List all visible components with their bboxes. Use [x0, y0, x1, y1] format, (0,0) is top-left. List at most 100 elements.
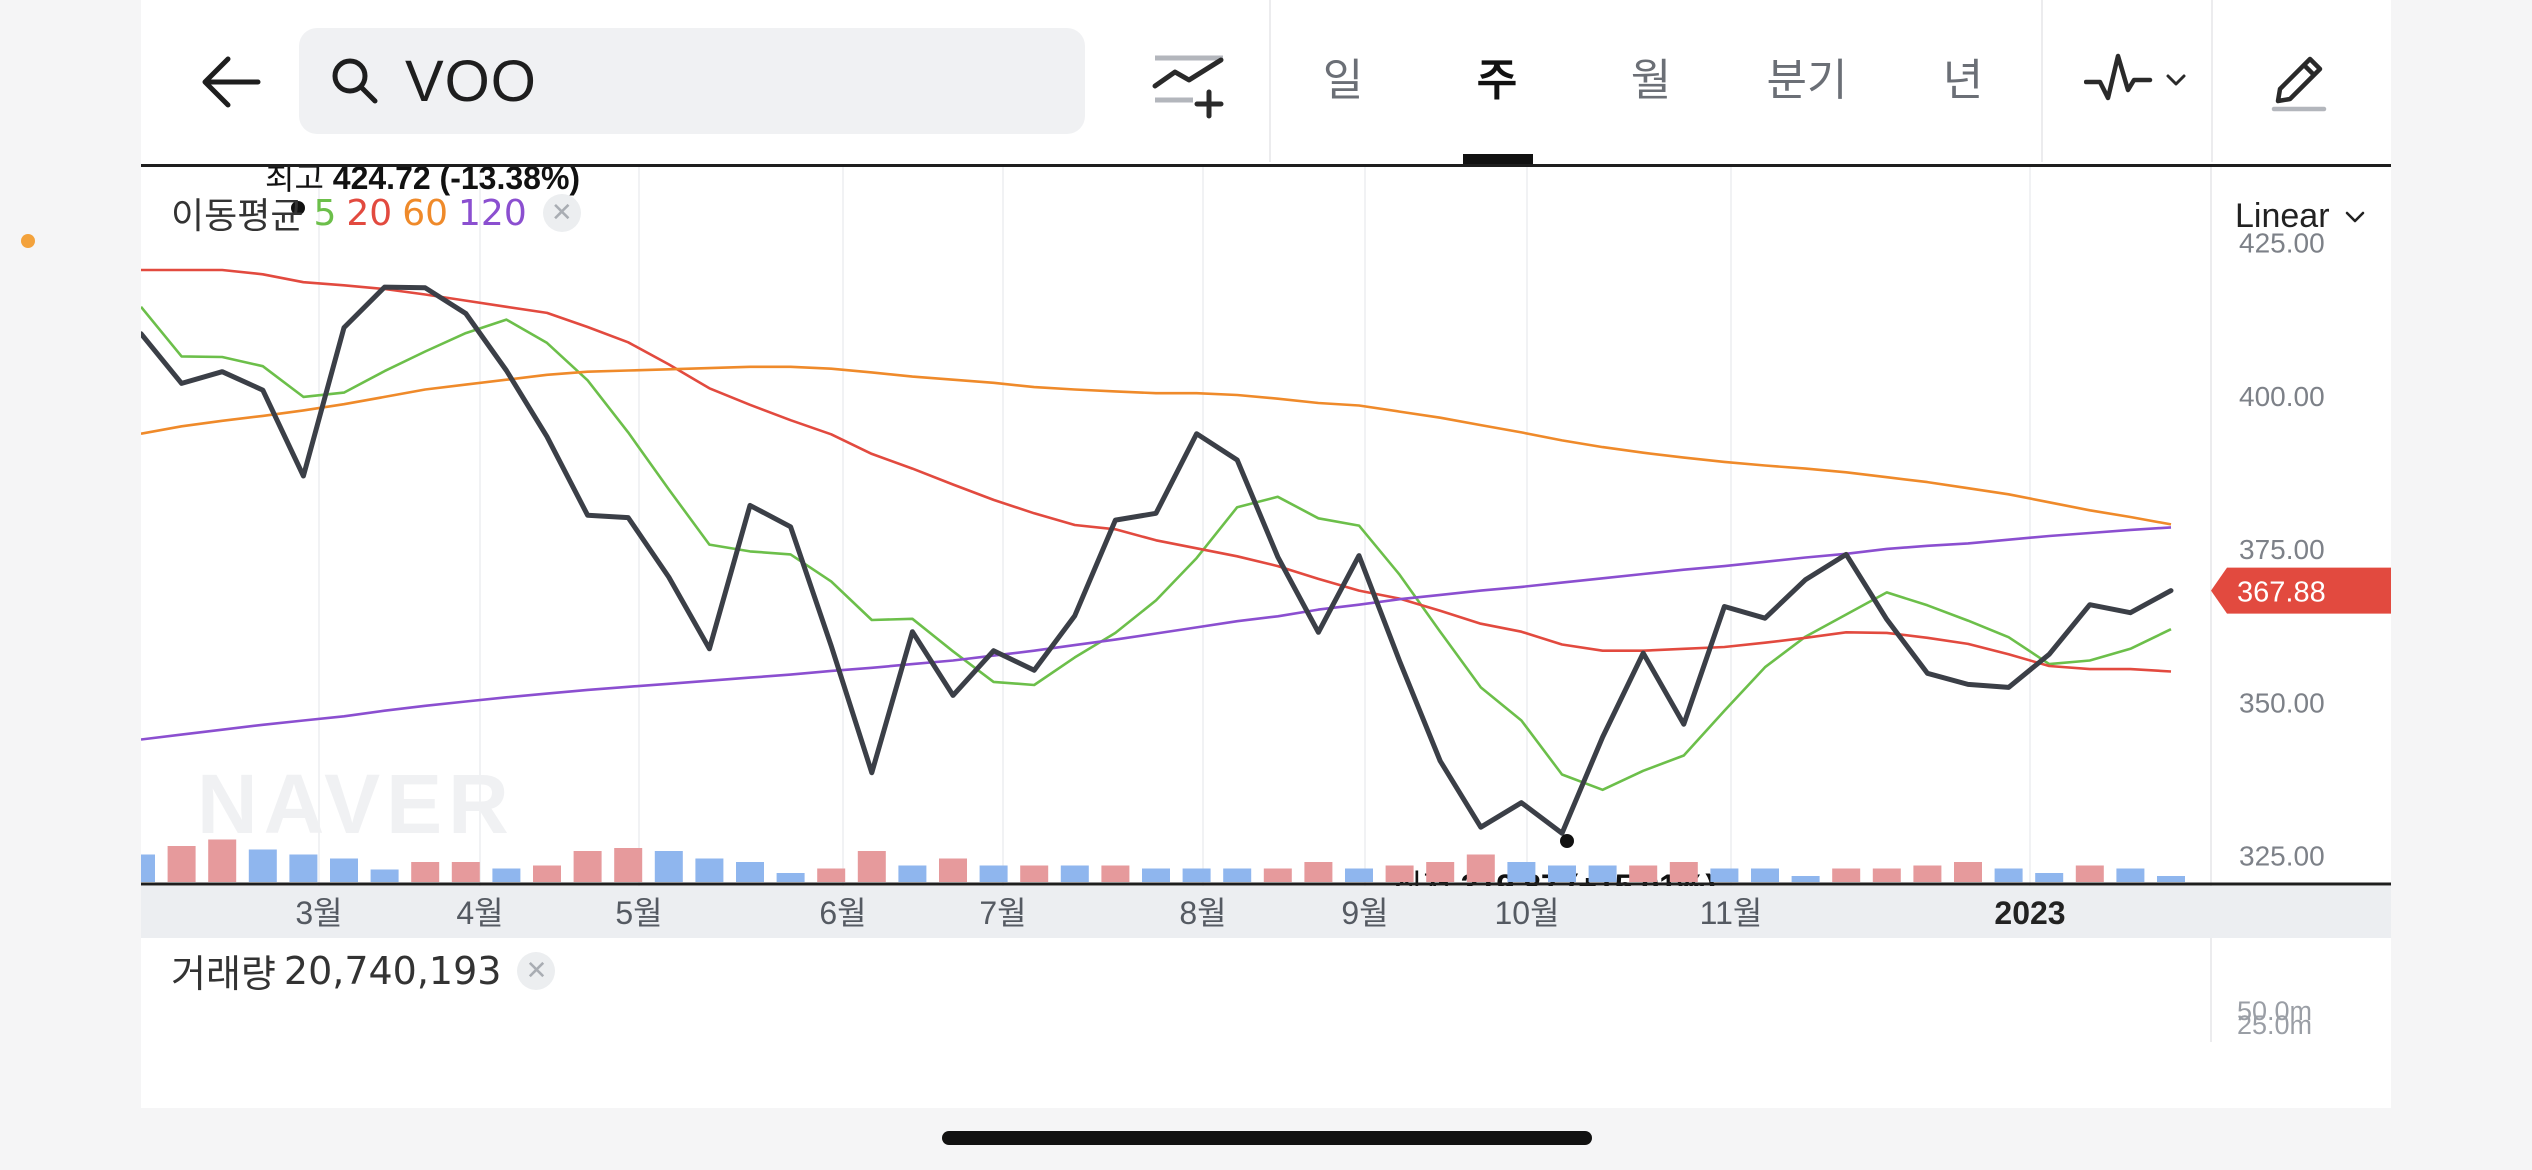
- chevron-down-icon: [2345, 211, 2364, 222]
- moving-average-legend: 이동평균 5 20 60 120 ✕: [171, 187, 581, 239]
- x-axis-tick-label: 11월: [1700, 895, 1763, 931]
- ma-period-60: 60: [402, 192, 449, 234]
- search-icon: [327, 53, 383, 109]
- tab-period-day[interactable]: 일: [1322, 55, 1364, 106]
- volume-bar: [736, 862, 764, 882]
- volume-bar: [1060, 865, 1089, 882]
- moving-average-line-120: [140, 526, 2172, 741]
- volume-bar: [127, 854, 155, 882]
- remove-moving-average-button[interactable]: ✕: [542, 194, 581, 232]
- chart-canvas: NAVER 최고 424.72 (-13.38%)최저 319.87 (+15.…: [127, 160, 2391, 1042]
- volume-bar: [1020, 865, 1049, 882]
- volume-bar: [533, 865, 561, 882]
- scale-label: Linear: [2235, 197, 2330, 235]
- volume-bar: [208, 839, 237, 882]
- volume-bar: [1304, 862, 1333, 882]
- tab-period-year[interactable]: 년: [1942, 55, 1984, 106]
- volume-axis-label: 25.0m: [2237, 1010, 2312, 1040]
- volume-bar: [1101, 865, 1130, 882]
- volume-bar: [695, 858, 724, 882]
- volume-bar: [248, 849, 277, 882]
- volume-label: 거래량: [171, 952, 276, 996]
- tab-period-quarter[interactable]: 분기: [1766, 55, 1848, 106]
- volume-bar: [1385, 865, 1414, 882]
- y-axis-tick-label: 400.00: [2239, 381, 2325, 412]
- ma-period-5: 5: [313, 192, 337, 234]
- volume-bar: [411, 862, 440, 882]
- price-line: [138, 284, 2174, 836]
- edit-button[interactable]: [2249, 30, 2349, 130]
- chart-line-plus-icon: [1152, 55, 1224, 119]
- volume-bar: [776, 873, 805, 882]
- volume-legend: 거래량 20,740,193 ✕: [171, 943, 556, 998]
- volume-bar: [1588, 865, 1617, 882]
- add-indicator-button[interactable]: [1139, 30, 1239, 130]
- high-marker: [291, 201, 305, 215]
- moving-average-line-5: [139, 305, 2172, 792]
- volume-bar: [1548, 865, 1576, 882]
- pulse-line-icon: [2084, 53, 2153, 101]
- volume-bar: [1710, 868, 1739, 882]
- volume-bar: [1994, 868, 2023, 882]
- x-axis-tick-label: 5월: [615, 895, 662, 931]
- volume-bar: [898, 865, 927, 882]
- volume-bar: [330, 858, 358, 882]
- volume-bar: [857, 851, 886, 882]
- search-input[interactable]: [403, 46, 1007, 116]
- moving-average-line-60: [140, 365, 2172, 526]
- volume-bar: [979, 865, 1008, 882]
- volume-bar: [817, 868, 846, 882]
- volume-bar: [2157, 876, 2185, 882]
- y-axis-tick-label: 375.00: [2239, 534, 2325, 565]
- volume-bar: [2035, 873, 2064, 882]
- price-chart[interactable]: NAVER 최고 424.72 (-13.38%)최저 319.87 (+15.…: [127, 160, 2391, 1108]
- volume-bar: [451, 862, 480, 882]
- arrow-left-icon: [202, 56, 261, 108]
- volume-bar: [289, 854, 318, 882]
- volume-bar: [1669, 862, 1698, 882]
- x-axis-tick-label: 10월: [1494, 895, 1559, 931]
- volume-bar: [654, 851, 683, 882]
- volume-bar: [1345, 868, 1373, 882]
- volume-bar: [1263, 868, 1292, 882]
- volume-bar: [167, 846, 196, 882]
- chart-panel: 일 주 월 분기 년 NAVER 최고 42: [127, 0, 2391, 1108]
- low-marker: [1560, 834, 1574, 848]
- ma-period-20: 20: [346, 192, 393, 234]
- volume-bar: [1223, 868, 1252, 882]
- ma-period-120: 120: [458, 192, 527, 234]
- toolbar-divider: [2041, 0, 2043, 162]
- y-axis-tick-label: 425.00: [2239, 228, 2325, 259]
- toolbar-divider: [1269, 0, 1271, 162]
- chart-type-dropdown[interactable]: [2071, 30, 2201, 130]
- back-button[interactable]: [185, 36, 277, 128]
- tab-period-month[interactable]: 월: [1630, 55, 1672, 106]
- y-axis-tick-label: 350.00: [2239, 687, 2325, 718]
- moving-average-line-20: [141, 268, 2172, 673]
- x-axis-tick-label: 3월: [295, 895, 342, 931]
- remove-volume-button[interactable]: ✕: [517, 951, 556, 990]
- x-axis-tick-label: 4월: [456, 895, 503, 931]
- volume-bar: [1142, 868, 1170, 882]
- volume-bar: [2075, 865, 2104, 882]
- scale-dropdown[interactable]: Linear: [2235, 197, 2366, 236]
- search-field[interactable]: [299, 28, 1085, 134]
- volume-bar: [370, 869, 399, 882]
- x-axis-tick-label: 7월: [979, 895, 1026, 931]
- home-indicator: [942, 1131, 1592, 1145]
- x-axis-band: [141, 886, 2391, 938]
- x-axis-tick-label: 2023: [1994, 895, 2065, 931]
- naver-watermark: NAVER: [197, 757, 515, 851]
- active-tab-indicator: [1463, 154, 1533, 164]
- current-price-tag: [2211, 567, 2391, 614]
- toolbar-divider: [2211, 0, 2213, 162]
- moving-average-label: 이동평균: [171, 196, 304, 237]
- tab-period-week[interactable]: 주: [1476, 55, 1518, 106]
- current-price-value: 367.88: [2237, 577, 2326, 609]
- volume-bar: [1832, 868, 1861, 882]
- x-axis-tick-label: 6월: [819, 895, 866, 931]
- volume-bar: [614, 848, 643, 882]
- pencil-icon: [2271, 56, 2327, 112]
- volume-bar: [1791, 876, 1820, 882]
- volume-bar: [939, 858, 967, 882]
